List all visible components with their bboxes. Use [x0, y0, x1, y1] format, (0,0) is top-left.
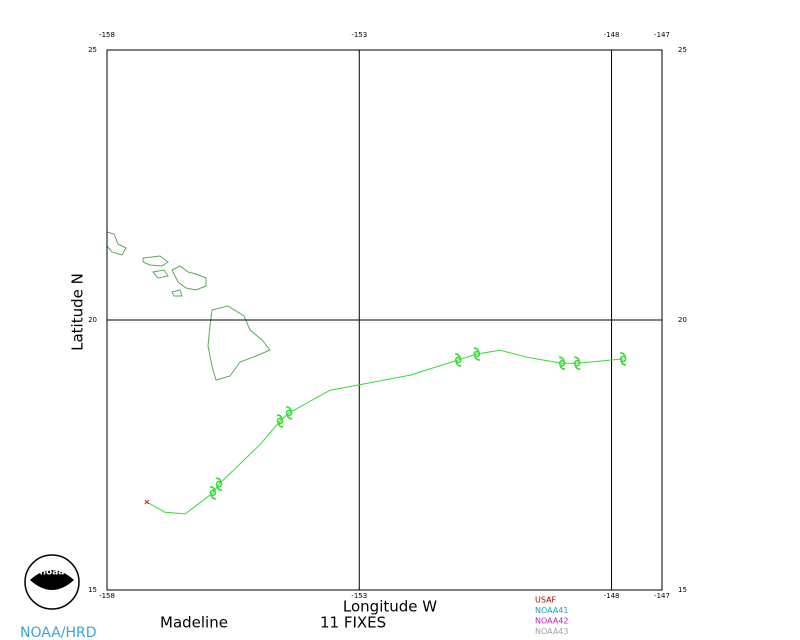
fix-symbol — [285, 406, 293, 420]
y-tick-label-right: 15 — [678, 586, 687, 594]
fix-symbol — [619, 352, 627, 366]
fix-symbol — [558, 356, 566, 370]
fix-symbol — [215, 477, 223, 491]
storm-name: Madeline — [160, 614, 228, 632]
source-label: NOAA/HRD — [20, 625, 97, 640]
molokai — [152, 269, 169, 279]
x-axis-label: Longitude W — [343, 598, 437, 616]
oahu — [142, 255, 169, 267]
legend-entry: NOAA42 — [535, 617, 569, 626]
y-tick-label-left: 20 — [88, 316, 97, 324]
logo-bird — [30, 570, 74, 590]
x-tick-label-top: -153 — [351, 31, 367, 39]
legend-entry: NOAA43 — [535, 627, 569, 636]
fix-symbol — [209, 486, 217, 500]
kahoolawe — [171, 289, 183, 297]
track-start — [144, 499, 150, 505]
x-tick-label-bottom: -153 — [351, 592, 367, 600]
big-island — [207, 305, 271, 381]
y-axis-label: Latitude N — [69, 273, 87, 351]
x-tick-label-bottom: -147 — [654, 592, 670, 600]
x-tick-label-top: -148 — [604, 31, 620, 39]
x-tick-label-bottom: -148 — [604, 592, 620, 600]
fix-symbol — [573, 356, 581, 370]
x-tick-label-top: -147 — [654, 31, 670, 39]
fix-symbol — [454, 353, 462, 367]
x-tick-label-bottom: -158 — [99, 592, 115, 600]
legend-entry: NOAA41 — [535, 606, 569, 615]
y-tick-label-right: 25 — [678, 46, 687, 54]
legend-entry: USAF — [535, 596, 557, 605]
maui — [171, 265, 207, 291]
x-tick-label-top: -158 — [99, 31, 115, 39]
islands — [106, 231, 271, 381]
fix-symbol — [276, 414, 284, 428]
fix-count: 11 FIXES — [320, 614, 386, 632]
fix-symbol — [473, 347, 481, 361]
logo-text: noaa — [40, 568, 65, 578]
y-tick-label-left: 15 — [88, 586, 97, 594]
track-line — [146, 349, 624, 515]
y-tick-label-left: 25 — [88, 46, 97, 54]
noaa-logo: noaa — [24, 554, 80, 610]
y-tick-label-right: 20 — [678, 316, 687, 324]
kauai — [106, 231, 127, 256]
